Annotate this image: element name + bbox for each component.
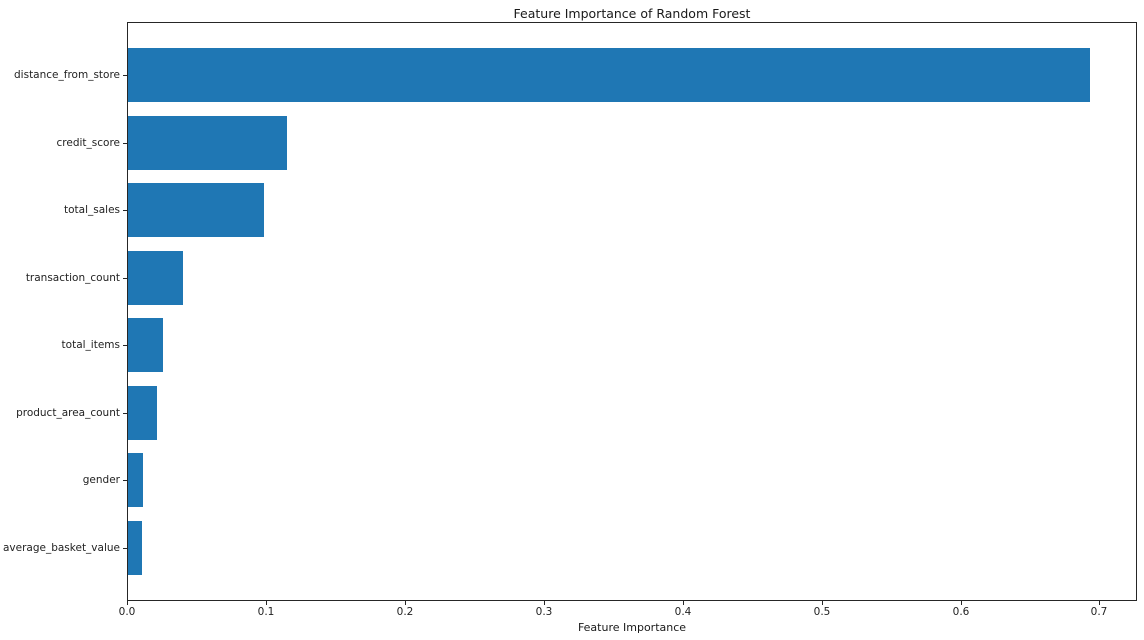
plot-area bbox=[127, 22, 1137, 601]
x-tick-label-0.3: 0.3 bbox=[535, 606, 553, 618]
y-tick-mark bbox=[123, 210, 127, 211]
y-tick-label-gender: gender bbox=[82, 474, 120, 486]
y-tick-mark bbox=[123, 413, 127, 414]
bar-transaction_count bbox=[128, 250, 183, 305]
bar-credit_score bbox=[128, 115, 287, 170]
bar-total_sales bbox=[128, 183, 264, 238]
chart-title: Feature Importance of Random Forest bbox=[513, 6, 751, 21]
x-tick-label-0.2: 0.2 bbox=[396, 606, 414, 618]
x-tick-label-0.4: 0.4 bbox=[674, 606, 692, 618]
y-tick-label-transaction_count: transaction_count bbox=[25, 272, 120, 284]
x-tick-mark bbox=[405, 601, 406, 605]
y-tick-mark bbox=[123, 548, 127, 549]
x-tick-mark bbox=[266, 601, 267, 605]
y-tick-mark bbox=[123, 75, 127, 76]
y-tick-label-distance_from_store: distance_from_store bbox=[14, 69, 120, 81]
y-tick-label-average_basket_value: average_basket_value bbox=[2, 542, 120, 554]
x-tick-mark bbox=[822, 601, 823, 605]
x-tick-label-0.1: 0.1 bbox=[257, 606, 275, 618]
y-tick-label-total_items: total_items bbox=[61, 339, 120, 351]
x-axis-label: Feature Importance bbox=[577, 621, 687, 634]
x-tick-label-0.6: 0.6 bbox=[952, 606, 970, 618]
y-tick-label-product_area_count: product_area_count bbox=[16, 407, 120, 419]
x-tick-mark bbox=[961, 601, 962, 605]
y-tick-mark bbox=[123, 278, 127, 279]
y-tick-label-total_sales: total_sales bbox=[63, 204, 120, 216]
bar-total_items bbox=[128, 318, 163, 373]
x-tick-label-0.5: 0.5 bbox=[813, 606, 831, 618]
y-tick-label-credit_score: credit_score bbox=[56, 137, 120, 149]
x-tick-mark bbox=[1099, 601, 1100, 605]
x-tick-label-0.0: 0.0 bbox=[118, 606, 136, 618]
x-tick-label-0.7: 0.7 bbox=[1090, 606, 1108, 618]
x-tick-mark bbox=[544, 601, 545, 605]
y-tick-mark bbox=[123, 480, 127, 481]
y-tick-mark bbox=[123, 345, 127, 346]
x-tick-mark bbox=[683, 601, 684, 605]
bar-product_area_count bbox=[128, 385, 157, 440]
bar-gender bbox=[128, 453, 143, 508]
bar-average_basket_value bbox=[128, 520, 142, 575]
x-tick-mark bbox=[127, 601, 128, 605]
y-tick-mark bbox=[123, 143, 127, 144]
bar-distance_from_store bbox=[128, 48, 1090, 103]
